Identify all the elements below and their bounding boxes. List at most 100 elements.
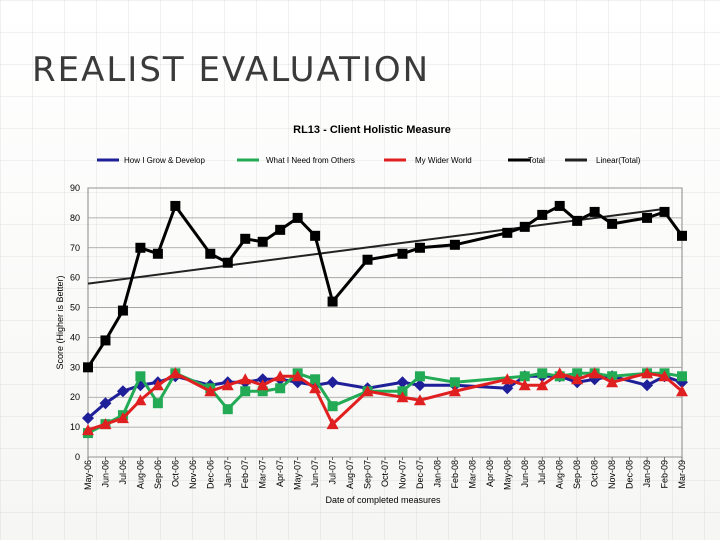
data-point-my-wider-world (553, 367, 566, 379)
x-tick-label: May-06 (83, 460, 93, 490)
data-point-total (642, 212, 653, 223)
data-point-how-i-grow-develop (99, 397, 112, 410)
y-tick-label: 30 (70, 362, 80, 372)
data-point-my-wider-world (326, 418, 339, 430)
data-point-total (222, 257, 233, 268)
data-point-how-i-grow-develop (326, 376, 339, 389)
data-point-what-i-need-from-others (275, 383, 286, 394)
series-line-my-wider-world (87, 371, 683, 432)
data-point-what-i-need-from-others (537, 368, 548, 379)
data-point-my-wider-world (99, 418, 112, 430)
data-point-total (205, 248, 216, 259)
x-tick-label: Oct-08 (590, 460, 600, 487)
x-tick-label: Jun-08 (520, 460, 530, 488)
data-point-total (659, 206, 670, 217)
y-tick-label: 20 (70, 392, 80, 402)
y-tick-label: 60 (70, 273, 80, 283)
data-point-what-i-need-from-others (677, 371, 687, 382)
legend-label: How I Grow & Develop (124, 156, 205, 165)
data-point-total (519, 221, 530, 232)
data-point-total (607, 218, 618, 229)
x-tick-label: Jun-07 (310, 460, 320, 488)
x-tick-label: Feb-07 (240, 460, 250, 489)
x-tick-label: Nov-08 (607, 460, 617, 489)
x-tick-label: Jan-08 (432, 460, 442, 488)
plot-frame (87, 187, 683, 458)
x-tick-label: Mar-08 (467, 460, 477, 489)
legend-label: Total (528, 156, 545, 165)
data-point-my-wider-world (658, 370, 671, 382)
x-tick-label: Aug-06 (135, 460, 145, 489)
data-point-my-wider-world (501, 373, 514, 385)
x-tick-label: Aug-07 (345, 460, 355, 489)
data-point-my-wider-world (239, 373, 252, 385)
data-point-my-wider-world (291, 370, 304, 382)
data-point-my-wider-world (274, 370, 287, 382)
x-tick-label: Apr-08 (485, 460, 495, 487)
slide-title: REALIST EVALUATION (32, 50, 431, 90)
x-tick-label: Sep-07 (363, 460, 373, 489)
x-tick-label: Dec-07 (415, 460, 425, 489)
x-tick-label: Nov-07 (397, 460, 407, 489)
data-point-total (135, 242, 146, 253)
data-point-total (117, 305, 128, 316)
data-point-what-i-need-from-others (240, 386, 251, 397)
data-point-total (397, 248, 408, 259)
data-point-my-wider-world (221, 379, 234, 391)
x-tick-label: Jul-06 (118, 460, 128, 485)
data-point-my-wider-world (204, 385, 217, 397)
data-point-total (362, 254, 373, 265)
data-point-how-i-grow-develop (396, 376, 409, 389)
data-point-total (572, 215, 583, 226)
x-tick-label: Jul-08 (537, 460, 547, 485)
x-tick-label: Mar-07 (258, 460, 268, 489)
x-tick-label: Feb-08 (450, 460, 460, 489)
data-point-total (257, 236, 268, 247)
data-point-how-i-grow-develop (116, 385, 129, 398)
data-point-total (554, 200, 565, 211)
data-point-my-wider-world (151, 379, 164, 391)
x-tick-label: Sep-06 (153, 460, 163, 489)
y-tick-label: 70 (70, 243, 80, 253)
data-point-how-i-grow-develop (501, 382, 514, 395)
data-point-what-i-need-from-others (519, 371, 530, 382)
data-point-my-wider-world (518, 379, 531, 391)
data-point-my-wider-world (536, 379, 549, 391)
series-line-total (86, 204, 684, 369)
data-point-what-i-need-from-others (414, 371, 425, 382)
data-point-total (589, 206, 600, 217)
data-point-what-i-need-from-others (257, 386, 268, 397)
data-point-total (327, 296, 338, 307)
data-point-how-i-grow-develop (82, 412, 94, 425)
data-point-how-i-grow-develop (413, 379, 426, 392)
data-point-my-wider-world (606, 376, 619, 388)
legend-label: What I Need from Others (266, 156, 355, 165)
data-point-my-wider-world (309, 382, 322, 394)
x-tick-label: Jan-09 (642, 460, 652, 488)
data-point-my-wider-world (448, 385, 461, 397)
chart-title: RL13 - Client Holistic Measure (293, 124, 451, 136)
y-tick-label: 0 (75, 452, 80, 462)
data-point-my-wider-world (641, 367, 654, 379)
x-tick-label: Oct-06 (170, 460, 180, 487)
data-point-total (502, 227, 513, 238)
x-tick-label: Oct-07 (380, 460, 390, 487)
data-point-my-wider-world (82, 424, 94, 436)
data-point-how-i-grow-develop (641, 379, 654, 392)
data-point-total (310, 230, 321, 241)
legend-label: My Wider World (415, 156, 472, 165)
data-point-what-i-need-from-others (449, 377, 460, 388)
x-tick-label: May-08 (502, 460, 512, 490)
data-point-what-i-need-from-others (152, 398, 163, 409)
data-point-total (240, 233, 251, 244)
trendline-linear-total (87, 207, 665, 285)
data-point-my-wider-world (116, 412, 129, 424)
data-point-total (170, 200, 181, 211)
x-tick-label: Aug-08 (555, 460, 565, 489)
y-tick-label: 90 (70, 183, 80, 193)
data-point-my-wider-world (396, 391, 409, 403)
data-point-my-wider-world (361, 385, 374, 397)
x-tick-label: Jun-06 (100, 460, 110, 488)
x-tick-label: Feb-09 (660, 460, 670, 489)
